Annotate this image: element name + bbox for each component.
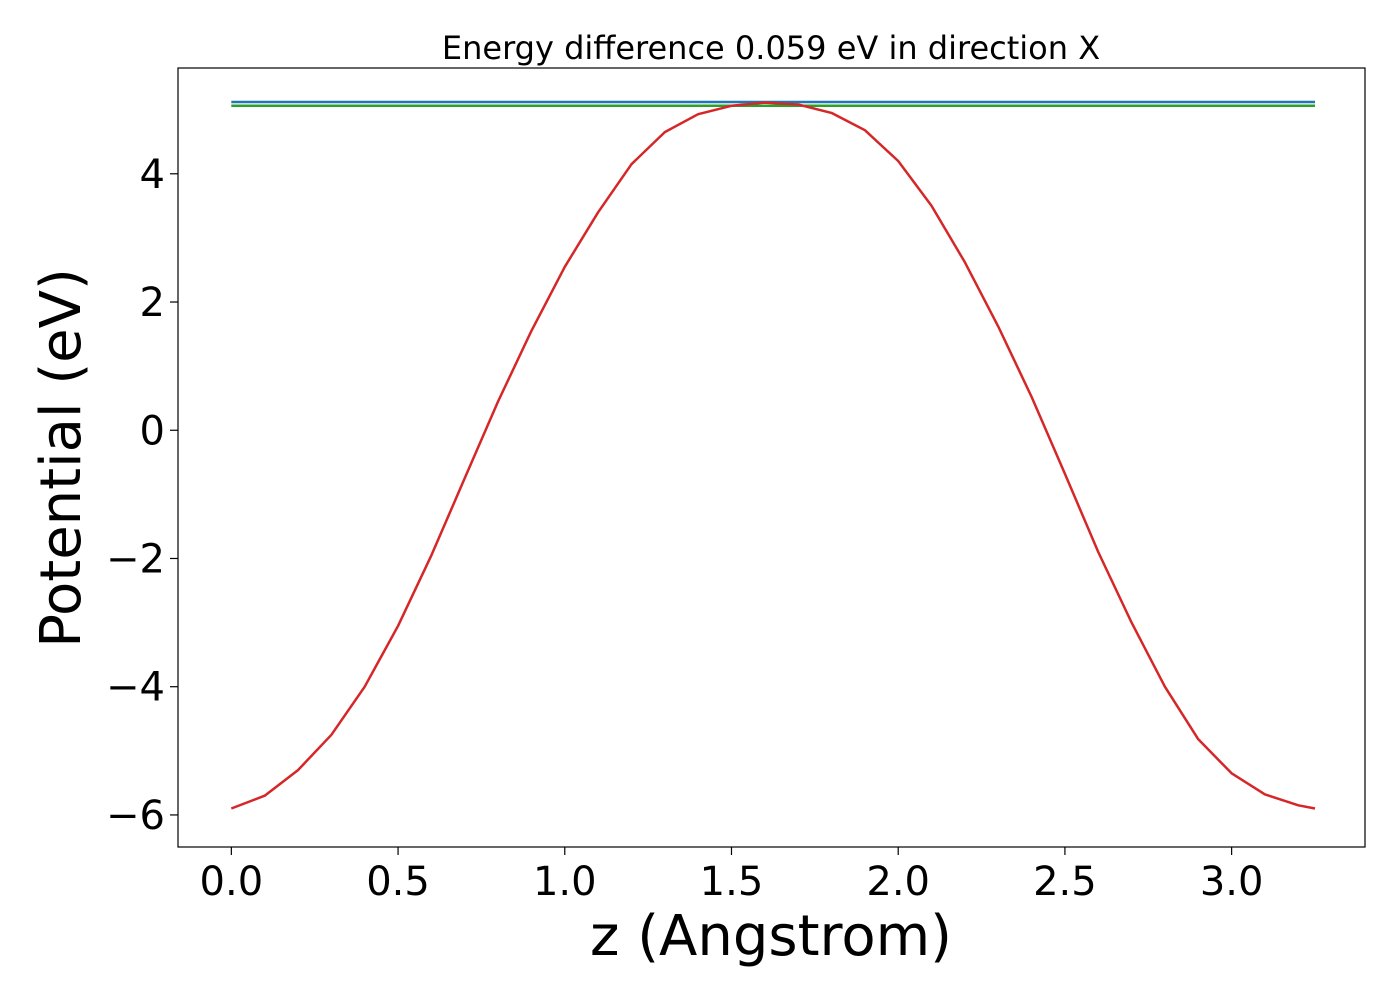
tick-layer: 0.0 0.5 1.0 1.5 2.0 2.5 3.0 −6 −4 −2 0 2 4 bbox=[106, 152, 1263, 905]
y-tick-label: −4 bbox=[106, 665, 165, 711]
y-tick-label: −6 bbox=[106, 793, 165, 839]
x-tick-label: 1.5 bbox=[700, 859, 764, 905]
x-tick-label: 2.0 bbox=[866, 859, 930, 905]
x-tick-label: 2.5 bbox=[1033, 859, 1097, 905]
series-layer bbox=[230, 100, 1316, 810]
y-tick-label: −2 bbox=[106, 536, 165, 582]
x-axis-label: z (Angstrom) bbox=[590, 904, 952, 969]
y-tick-label: 4 bbox=[140, 152, 165, 198]
x-tick-label: 0.0 bbox=[200, 859, 264, 905]
x-tick-label: 1.0 bbox=[533, 859, 597, 905]
x-tick-label: 0.5 bbox=[366, 859, 430, 905]
y-tick-label: 2 bbox=[140, 280, 165, 326]
y-tick-label: 0 bbox=[140, 408, 165, 454]
series-line-2 bbox=[230, 101, 1316, 810]
plot-frame bbox=[177, 67, 1366, 848]
y-axis-label: Potential (eV) bbox=[29, 268, 94, 648]
chart-title: Energy difference 0.059 eV in direction … bbox=[442, 29, 1100, 67]
x-tick-label: 3.0 bbox=[1200, 859, 1264, 905]
